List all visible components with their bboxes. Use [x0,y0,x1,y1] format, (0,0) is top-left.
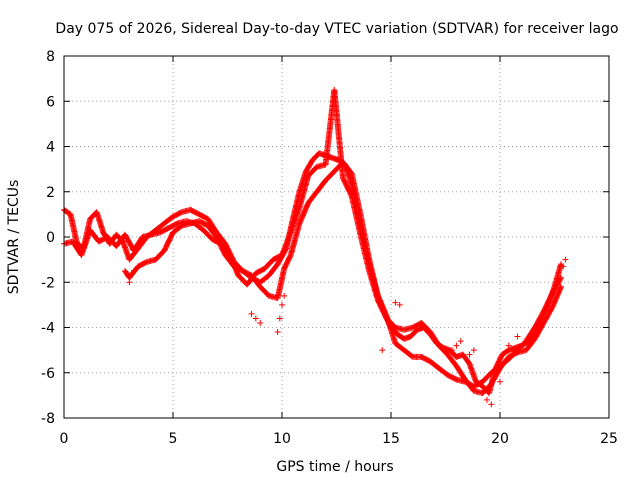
x-axis-label: GPS time / hours [276,459,393,475]
data-point [449,347,456,354]
x-tick-label: 0 [60,431,69,447]
data-point [560,263,567,270]
data-point [488,401,495,408]
chart-title: Day 075 of 2026, Sidereal Day-to-day VTE… [55,21,618,37]
data-point [392,299,399,306]
data-point [274,329,281,336]
data-point [505,342,512,349]
x-tick-label: 25 [600,431,618,447]
data-point [281,292,288,299]
data-point [396,301,403,308]
data-point [257,319,264,326]
y-tick-label: 8 [46,49,55,65]
data-point [557,275,564,282]
x-tick-label: 10 [273,431,291,447]
data-point [248,310,255,317]
series-track-c [122,159,565,390]
data-point [558,274,565,281]
y-axis-label: SDTVAR / TECUs [6,180,22,295]
data-point [279,301,285,308]
data-point [457,338,464,345]
y-tick-label: 0 [46,230,55,246]
data-point [497,378,503,385]
data-point [466,351,473,358]
data-point [562,256,569,263]
y-tick-label: -4 [41,321,55,337]
data-point [379,347,386,354]
x-tick-label: 15 [382,431,400,447]
data-point [514,333,521,340]
data-point [128,270,135,277]
y-tick-label: -8 [41,411,55,427]
data-point [252,315,259,322]
y-tick-label: 2 [46,185,55,201]
series-fragments [126,256,569,408]
axis-ticks: -8 -6 -4 -2 0 2 4 6 8 0 5 10 15 20 25 [41,49,618,447]
data-point [276,315,283,322]
data-series [61,86,569,408]
y-tick-label: -6 [41,366,55,382]
y-tick-label: 4 [46,140,55,156]
data-point [453,342,460,349]
y-tick-label: 6 [46,94,55,110]
x-tick-label: 20 [491,431,509,447]
y-tick-label: -2 [41,275,55,291]
data-point [126,279,133,286]
data-point [483,396,490,403]
x-tick-label: 5 [169,431,178,447]
data-point [470,347,477,354]
